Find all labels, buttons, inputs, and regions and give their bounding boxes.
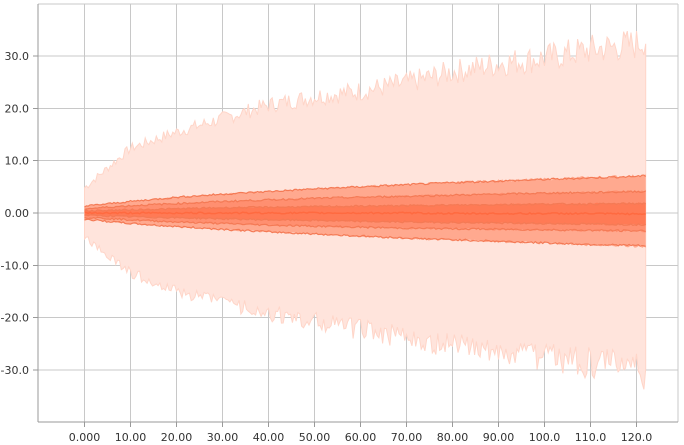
y-tick-label: -10.0 xyxy=(1,259,29,272)
x-tick-label: 60.00 xyxy=(345,431,377,444)
median-line xyxy=(84,211,646,216)
x-tick-label: 40.00 xyxy=(253,431,285,444)
percentile-line-p84 xyxy=(84,190,646,210)
x-tick-label: 100.0 xyxy=(529,431,561,444)
x-tick-label: 80.00 xyxy=(437,431,469,444)
x-tick-label: 0.000 xyxy=(69,431,101,444)
x-tick-label: 110.0 xyxy=(575,431,607,444)
percentile-line-p7 xyxy=(84,218,646,247)
y-tick-label: -30.0 xyxy=(1,364,29,377)
x-axis-tick-labels: 0.000 10.00 20.00 30.00 40.00 50.00 60.00 70.00… xyxy=(69,422,653,444)
percentile-line-p93 xyxy=(84,174,647,208)
x-tick-label: 120.0 xyxy=(621,431,653,444)
x-tick-label: 90.00 xyxy=(483,431,515,444)
y-tick-label: 10.0 xyxy=(5,155,30,168)
x-tick-label: 30.00 xyxy=(207,431,239,444)
y-tick-label: 20.0 xyxy=(5,102,30,115)
percentile-line-p69 xyxy=(84,202,646,212)
y-axis-tick-labels: 30.0 20.0 10.0 0.00 -10.0 -20.0 -30.0 xyxy=(1,50,38,377)
percentile-line-p16 xyxy=(84,216,646,233)
y-tick-label: 0.00 xyxy=(5,207,30,220)
y-tick-label: -20.0 xyxy=(1,312,29,325)
y-tick-label: 30.0 xyxy=(5,50,30,63)
x-tick-label: 70.00 xyxy=(391,431,423,444)
x-tick-label: 20.00 xyxy=(161,431,193,444)
distribution-bands xyxy=(84,30,647,390)
percentile-line-p31 xyxy=(84,214,647,227)
x-tick-label: 50.00 xyxy=(299,431,331,444)
x-tick-label: 10.00 xyxy=(115,431,147,444)
